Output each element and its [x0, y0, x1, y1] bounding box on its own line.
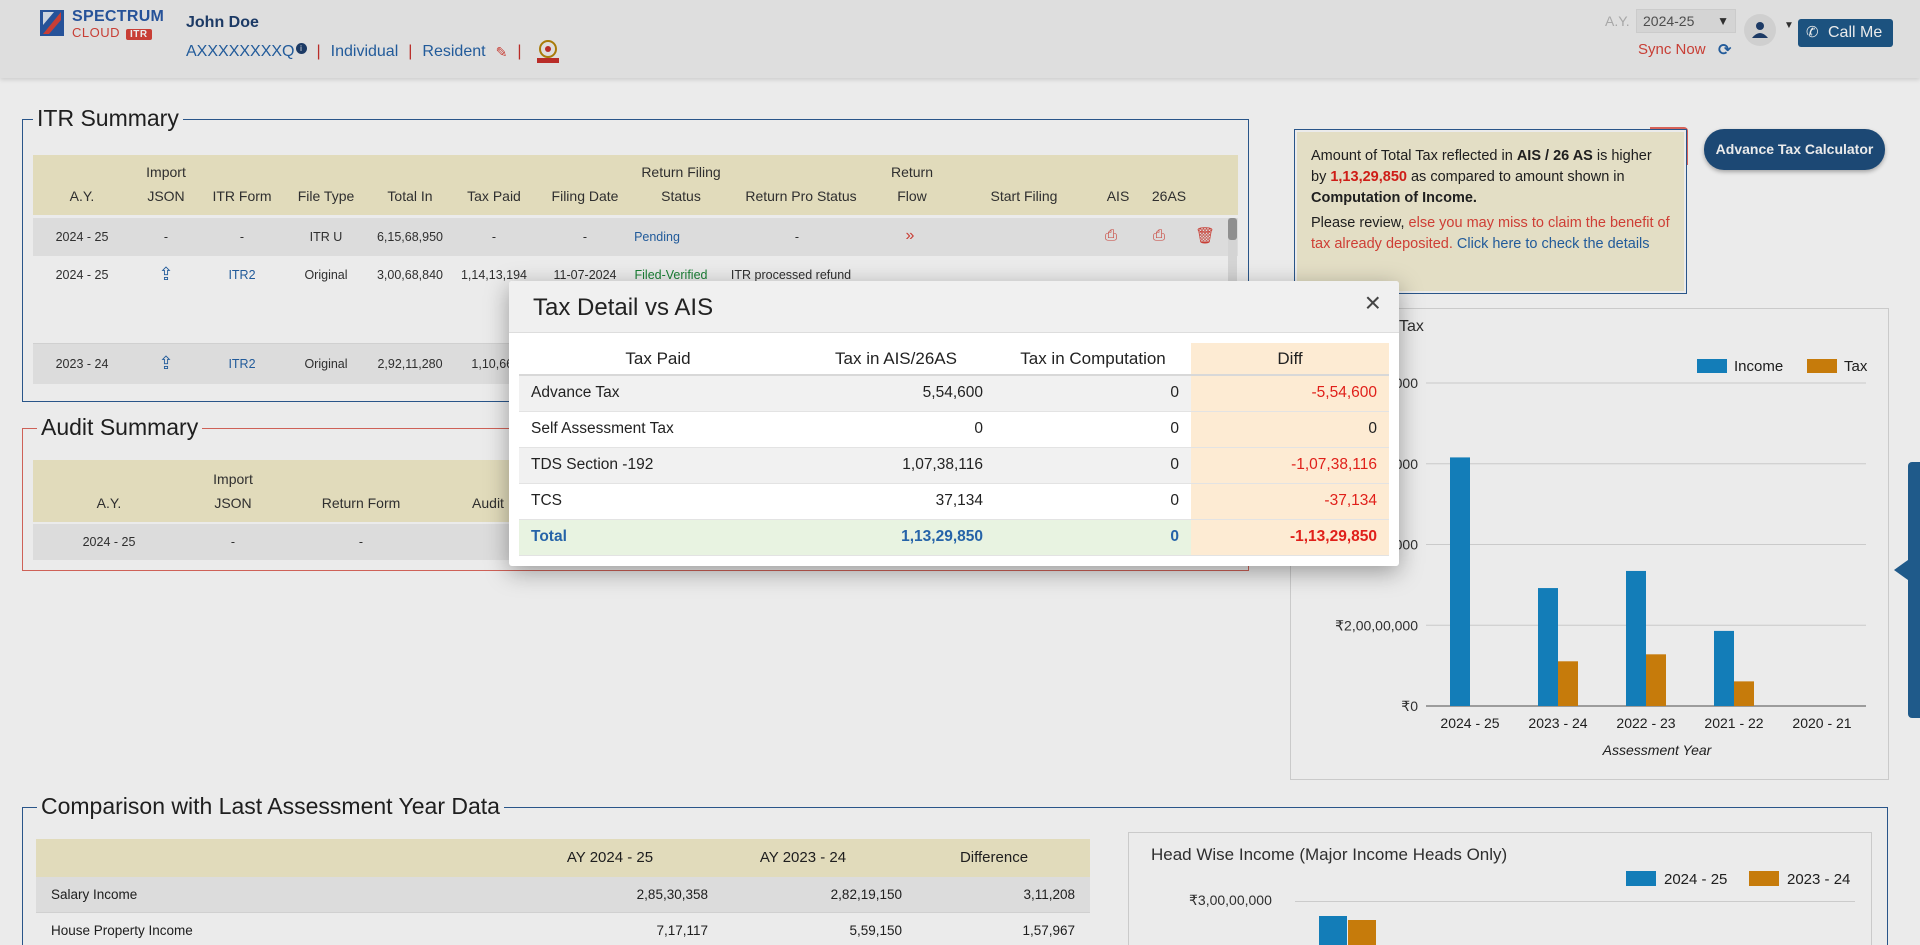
total-row: Total 1,13,29,850 0 -1,13,29,850: [519, 519, 1389, 556]
table-header-row: Tax Paid Tax in AIS/26AS Tax in Computat…: [519, 343, 1389, 376]
top-header: SPECTRUM CLOUD ITR John Doe AXXXXXXXXQ i |…: [0, 0, 1920, 78]
bar-tax-2: [1646, 654, 1666, 706]
tick-label: ₹0: [1401, 698, 1418, 714]
brand-logo[interactable]: SPECTRUM CLOUD ITR: [40, 8, 168, 44]
col-tax-computation: Tax in Computation: [995, 343, 1191, 376]
modal-header: Tax Detail vs AIS ×: [509, 281, 1399, 333]
phone-icon: ✆: [1806, 24, 1819, 41]
x-axis-label: Assessment Year: [1602, 742, 1713, 758]
head-wise-income-chart: Head Wise Income (Major Income Heads Onl…: [1128, 832, 1872, 945]
brand-sub: CLOUD ITR: [72, 25, 152, 40]
table-row: TCS 37,134 0 -37,134: [519, 483, 1389, 520]
status-pending: Pending: [634, 230, 680, 244]
audit-summary-title: Audit Summary: [37, 414, 203, 441]
26as-print-icon[interactable]: ⎙: [1152, 227, 1166, 244]
upload-icon[interactable]: ⇪: [158, 264, 174, 284]
itr-table-header: A.Y. Import JSON ITR Form File Type Tota…: [33, 155, 1238, 215]
chevron-down-icon: ▼: [1717, 14, 1729, 28]
user-pan: AXXXXXXXXQ i: [186, 43, 307, 61]
info-icon[interactable]: i: [295, 43, 307, 54]
col-tax-paid: Tax Paid: [519, 343, 797, 376]
table-row: House Property Income 7,17,117 5,59,150 …: [36, 913, 1090, 945]
col-tax-ais: Tax in AIS/26AS: [797, 343, 995, 376]
comparison-header: AY 2024 - 25 AY 2023 - 24 Difference: [36, 839, 1090, 877]
close-icon[interactable]: ×: [1364, 287, 1381, 318]
user-icon: [1752, 22, 1768, 38]
grid-line: [1295, 901, 1855, 902]
x-tick-label: 2020 - 21: [1792, 715, 1851, 731]
itr-form-link[interactable]: ITR2: [228, 357, 256, 371]
table-row: TDS Section -192 1,07,38,116 0 -1,07,38,…: [519, 447, 1389, 484]
legend-swatch: [1749, 871, 1779, 886]
return-flow-icon[interactable]: »: [905, 227, 915, 244]
x-tick-label: 2024 - 25: [1440, 715, 1499, 731]
brand-badge: ITR: [126, 29, 152, 40]
user-name: John Doe: [186, 14, 259, 31]
bar: [1348, 920, 1376, 945]
bar-income-2: [1626, 570, 1646, 706]
modal-title: Tax Detail vs AIS: [533, 294, 714, 321]
upload-icon[interactable]: ⇪: [158, 353, 174, 373]
call-me-button[interactable]: ✆ Call Me: [1798, 19, 1893, 47]
x-tick-label: 2021 - 22: [1704, 715, 1763, 731]
status-filed-verified: Filed-Verified: [634, 268, 708, 282]
user-status: Resident: [422, 43, 486, 60]
bar-income-3: [1714, 630, 1734, 706]
legend-item: Tax: [1844, 358, 1868, 375]
user-type: Individual: [330, 43, 399, 60]
chart-title: Tax: [1399, 318, 1424, 335]
bar-tax-3: [1734, 681, 1754, 706]
bar-income-0: [1450, 457, 1470, 706]
legend-swatch: [1626, 871, 1656, 886]
bar: [1319, 916, 1347, 945]
brand-name: SPECTRUM: [72, 8, 165, 25]
bar-tax-1: [1558, 661, 1578, 706]
tax-detail-modal: Tax Detail vs AIS × Tax Paid Tax in AIS/…: [509, 281, 1399, 566]
edit-pencil-icon[interactable]: ✎: [495, 43, 508, 60]
itr-form-link[interactable]: ITR2: [228, 268, 256, 282]
refresh-icon[interactable]: ⟳: [1718, 42, 1732, 59]
user-meta: AXXXXXXXXQ i | Individual | Resident ✎ |: [186, 39, 565, 65]
table-row: Salary Income 2,85,30,358 2,82,19,150 3,…: [36, 877, 1090, 913]
itr-summary-title: ITR Summary: [33, 105, 183, 132]
side-panel-tab[interactable]: [1908, 462, 1920, 718]
caret-down-icon[interactable]: ▼: [1784, 20, 1794, 31]
x-tick-label: 2022 - 23: [1616, 715, 1675, 731]
legend-item: 2023 - 24: [1787, 871, 1851, 888]
ay-label: A.Y.: [1605, 13, 1630, 29]
ais-print-icon[interactable]: ⎙: [1104, 227, 1118, 244]
brand-logo-icon: [40, 10, 64, 36]
ais-notice-text: Amount of Total Tax reflected in AIS / 2…: [1297, 132, 1684, 291]
head-wise-title: Head Wise Income (Major Income Heads Onl…: [1151, 845, 1508, 864]
bar-income-1: [1538, 588, 1558, 706]
tick-label: ₹3,00,00,000: [1189, 892, 1272, 908]
tick-label: ₹2,00,00,000: [1335, 617, 1418, 633]
comparison-title: Comparison with Last Assessment Year Dat…: [37, 793, 504, 820]
legend-item: Income: [1734, 358, 1783, 375]
trash-icon[interactable]: 🗑: [1194, 228, 1216, 245]
ay-select[interactable]: 2024-25 ▼: [1636, 9, 1736, 33]
table-row: Advance Tax 5,54,600 0 -5,54,600: [519, 375, 1389, 412]
side-panel-arrow-icon[interactable]: [1894, 560, 1908, 580]
legend-swatch: [1697, 359, 1727, 373]
ais-notice-box: Amount of Total Tax reflected in AIS / 2…: [1294, 129, 1687, 294]
x-tick-label: 2023 - 24: [1528, 715, 1587, 731]
col-diff: Diff: [1191, 343, 1389, 376]
legend-swatch: [1807, 359, 1837, 373]
advance-tax-calculator-button[interactable]: Advance Tax Calculator: [1704, 129, 1885, 170]
user-menu-button[interactable]: [1744, 14, 1776, 46]
income-tax-emblem-icon: [537, 40, 560, 63]
table-row: 2024 - 25 - - ITR U 6,15,68,950 - - Pend…: [33, 218, 1238, 256]
table-row: Self Assessment Tax 0 0 0: [519, 411, 1389, 448]
sync-now-link[interactable]: Sync Now: [1638, 41, 1706, 58]
legend-item: 2024 - 25: [1664, 871, 1728, 888]
comparison-panel: Comparison with Last Assessment Year Dat…: [22, 793, 1888, 945]
tax-detail-table: Tax Paid Tax in AIS/26AS Tax in Computat…: [519, 343, 1389, 556]
check-details-link[interactable]: Click here to check the details: [1452, 236, 1650, 252]
